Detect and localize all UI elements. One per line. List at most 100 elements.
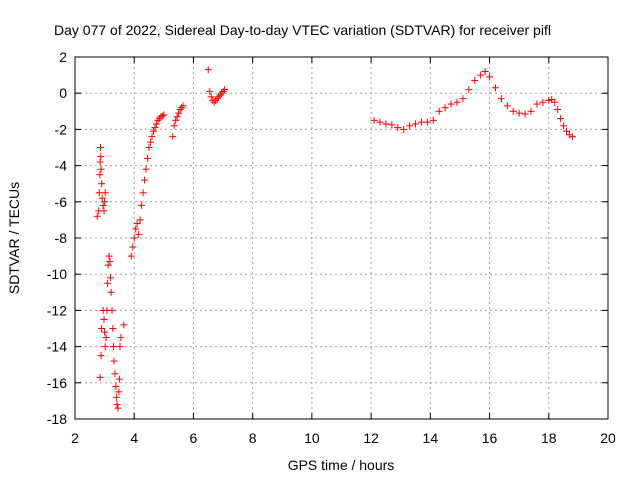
data-point	[216, 91, 224, 99]
data-point	[491, 84, 499, 92]
data-point	[109, 325, 117, 332]
y-tick-label: -2	[55, 121, 68, 137]
data-point	[97, 165, 105, 173]
data-point	[97, 352, 105, 360]
data-point	[133, 220, 141, 228]
data-point	[471, 77, 479, 85]
data-point	[382, 120, 390, 128]
data-point	[554, 105, 562, 113]
data-point	[173, 113, 181, 121]
y-tick-label: -10	[47, 266, 67, 282]
data-point	[557, 115, 565, 123]
data-point	[102, 334, 110, 342]
data-point	[441, 104, 449, 112]
data-point	[98, 325, 106, 332]
data-point	[101, 189, 109, 197]
data-point	[213, 95, 221, 103]
data-point	[115, 388, 123, 396]
data-point	[539, 98, 547, 106]
x-tick-label: 18	[541, 430, 557, 446]
data-point	[127, 252, 135, 260]
data-point	[109, 343, 117, 351]
data-point	[96, 144, 104, 151]
data-point	[172, 116, 180, 124]
data-point	[95, 189, 103, 197]
data-point	[219, 87, 227, 95]
data-point	[129, 243, 137, 251]
data-point	[568, 133, 576, 141]
data-point	[132, 225, 140, 233]
axis-ticks	[74, 56, 609, 420]
y-tick-label: -12	[47, 302, 67, 318]
x-tick-label: 12	[363, 430, 379, 446]
data-point	[130, 234, 138, 242]
data-point	[93, 212, 101, 220]
data-point	[100, 207, 108, 215]
data-point	[112, 382, 120, 390]
y-tick-label: 2	[59, 49, 67, 65]
data-point	[388, 121, 396, 129]
data-point	[551, 98, 559, 106]
y-tick-label: -6	[55, 194, 68, 210]
y-tick-label: -16	[47, 375, 67, 391]
data-point	[107, 288, 115, 296]
data-point	[417, 118, 425, 126]
data-point	[139, 189, 147, 197]
data-point	[104, 279, 112, 287]
data-point	[176, 105, 184, 113]
data-point	[107, 274, 115, 282]
chart-title: Day 077 of 2022, Sidereal Day-to-day VTE…	[54, 22, 551, 38]
data-point	[97, 153, 105, 161]
data-point	[566, 131, 574, 139]
data-point	[515, 109, 523, 117]
data-point	[204, 66, 212, 74]
data-point	[135, 230, 143, 238]
y-tick-label: -4	[55, 158, 68, 174]
data-point	[406, 122, 414, 130]
data-point	[160, 111, 168, 119]
data-point	[112, 393, 120, 401]
data-point	[503, 102, 511, 110]
data-point	[151, 124, 159, 132]
data-point	[465, 86, 473, 94]
data-point	[113, 401, 121, 409]
data-point	[370, 116, 378, 124]
x-tick-label: 2	[71, 430, 79, 446]
data-point	[545, 96, 553, 104]
x-tick-labels: 2 4 6 8 10 12 14 16 18 20	[71, 430, 616, 446]
data-point	[521, 110, 529, 118]
data-point	[447, 100, 455, 108]
y-tick-label: -14	[47, 339, 67, 355]
x-tick-label: 4	[130, 430, 138, 446]
data-point	[120, 321, 128, 329]
data-point	[221, 86, 229, 94]
data-point	[154, 116, 162, 124]
x-tick-label: 16	[482, 430, 498, 446]
data-point	[179, 102, 187, 110]
data-point	[376, 118, 384, 126]
data-point	[486, 73, 494, 81]
data-point	[400, 125, 408, 133]
data-point	[533, 100, 541, 108]
data-point	[98, 180, 106, 188]
data-point	[114, 404, 122, 412]
data-point	[435, 107, 443, 115]
x-tick-label: 6	[190, 430, 198, 446]
data-point	[100, 315, 108, 323]
x-tick-label: 20	[600, 430, 616, 446]
data-point	[497, 95, 505, 103]
x-tick-label: 10	[304, 430, 320, 446]
y-tick-labels: -18 -16 -14 -12 -10 -8 -6 -4 -2 0 2	[47, 49, 67, 427]
data-point	[101, 343, 109, 351]
data-point	[106, 258, 114, 266]
data-point	[144, 154, 152, 162]
data-point	[138, 201, 146, 209]
data-point	[105, 252, 113, 260]
data-point	[169, 133, 177, 141]
data-point	[429, 116, 437, 124]
y-tick-label: 0	[59, 85, 67, 101]
data-point	[218, 89, 226, 97]
x-axis-label: GPS time / hours	[288, 457, 395, 473]
data-point	[149, 127, 157, 135]
data-point	[563, 127, 571, 135]
